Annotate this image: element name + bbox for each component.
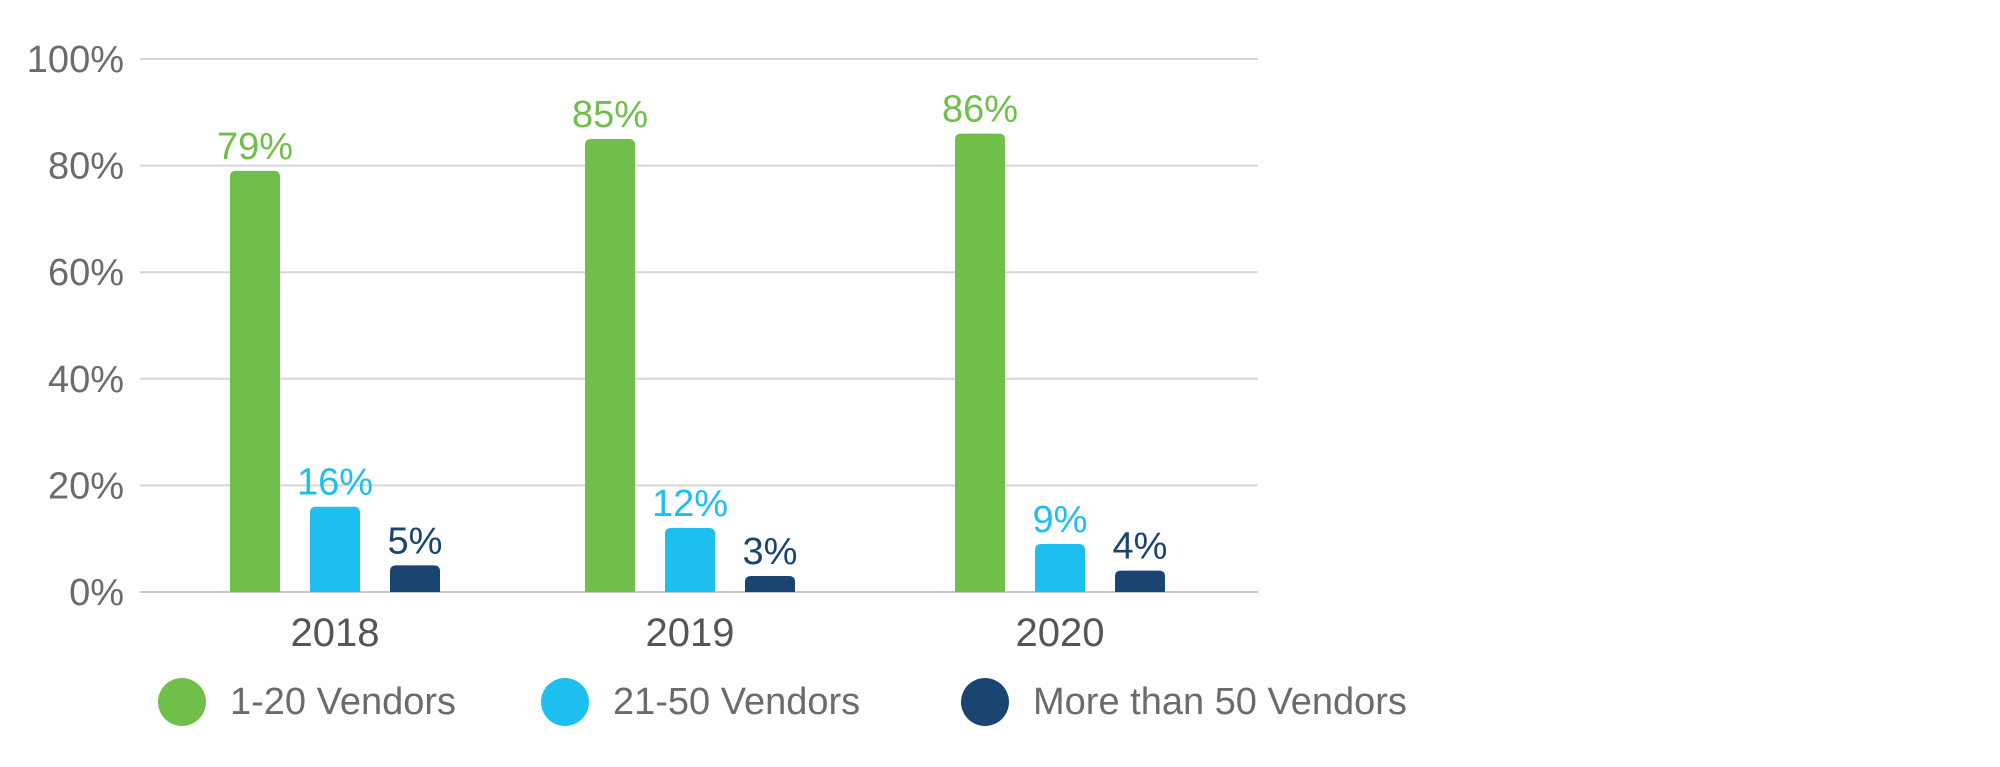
y-tick-label: 40% — [48, 359, 124, 401]
bar — [745, 576, 795, 592]
legend: 1-20 Vendors 21-50 Vendors More than 50 Ve… — [158, 678, 1407, 726]
data-label: 9% — [1033, 499, 1088, 541]
y-tick-label: 60% — [48, 252, 124, 294]
data-label: 5% — [388, 520, 443, 562]
data-label: 85% — [572, 94, 648, 136]
legend-swatch — [158, 678, 206, 726]
y-tick-label: 100% — [27, 39, 124, 81]
data-label: 12% — [652, 483, 728, 525]
bar — [390, 565, 440, 592]
data-label: 3% — [743, 531, 798, 573]
bar — [1115, 570, 1165, 592]
bar — [955, 133, 1005, 592]
y-tick-label: 0% — [69, 572, 124, 614]
legend-label: 1-20 Vendors — [230, 681, 456, 723]
bar — [1035, 544, 1085, 592]
legend-label: 21-50 Vendors — [613, 681, 860, 723]
bar — [310, 506, 360, 592]
x-category-label: 2018 — [291, 611, 380, 655]
data-labels: 79% 16% 5% 85% 12% 3% 86% 9% 4% — [217, 89, 1167, 573]
x-category-label: 2020 — [1016, 611, 1105, 655]
x-category-label: 2019 — [646, 611, 735, 655]
bars — [230, 133, 1165, 592]
data-label: 16% — [297, 462, 373, 504]
bar — [665, 528, 715, 592]
legend-label: More than 50 Vendors — [1033, 681, 1407, 723]
y-tick-label: 80% — [48, 146, 124, 188]
y-tick-label: 20% — [48, 465, 124, 507]
bar — [230, 170, 280, 592]
data-label: 86% — [942, 89, 1018, 131]
bar — [585, 138, 635, 592]
data-label: 4% — [1113, 526, 1168, 568]
legend-swatch — [961, 678, 1009, 726]
legend-swatch — [541, 678, 589, 726]
y-axis-ticks: 0% 20% 40% 60% 80% 100% — [27, 39, 124, 614]
data-label: 79% — [217, 126, 293, 168]
x-axis-categories: 2018 2019 2020 — [291, 611, 1105, 655]
